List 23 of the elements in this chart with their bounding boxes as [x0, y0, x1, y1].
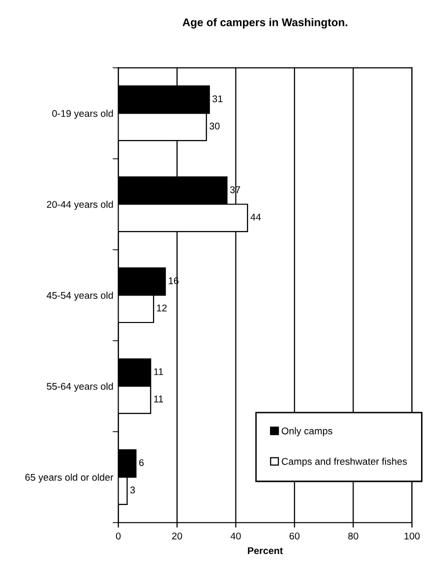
x-axis-title: Percent	[248, 547, 283, 554]
y-tick-label: 55-64 years old	[46, 382, 113, 392]
x-tick-label: 80	[348, 532, 358, 540]
data-label: 44	[250, 214, 261, 220]
y-tick-label: 20-44 years old	[46, 200, 113, 210]
y-tick-label: 65 years old or older	[25, 474, 114, 483]
data-label: 3	[130, 486, 135, 494]
x-tick-label: 100	[404, 532, 420, 540]
y-tick-label: 45-54 years old	[46, 292, 113, 301]
data-label: 31	[212, 95, 222, 102]
x-tick-label: 0	[116, 532, 121, 540]
data-label: 11	[154, 368, 164, 376]
data-label: 30	[210, 122, 220, 130]
legend-label: Camps and freshwater fishes	[282, 458, 407, 467]
x-tick-label: 60	[290, 532, 300, 540]
data-label: 11	[154, 396, 164, 402]
x-tick-label: 40	[230, 532, 241, 540]
x-tick-label: 20	[172, 532, 182, 540]
y-tick-label: 0-19 years old	[52, 110, 113, 119]
legend-label: Only camps	[282, 427, 332, 436]
data-label: 6	[139, 459, 144, 466]
chart-title: Age of campers in Washington.	[182, 18, 348, 28]
data-label: 12	[157, 304, 167, 312]
